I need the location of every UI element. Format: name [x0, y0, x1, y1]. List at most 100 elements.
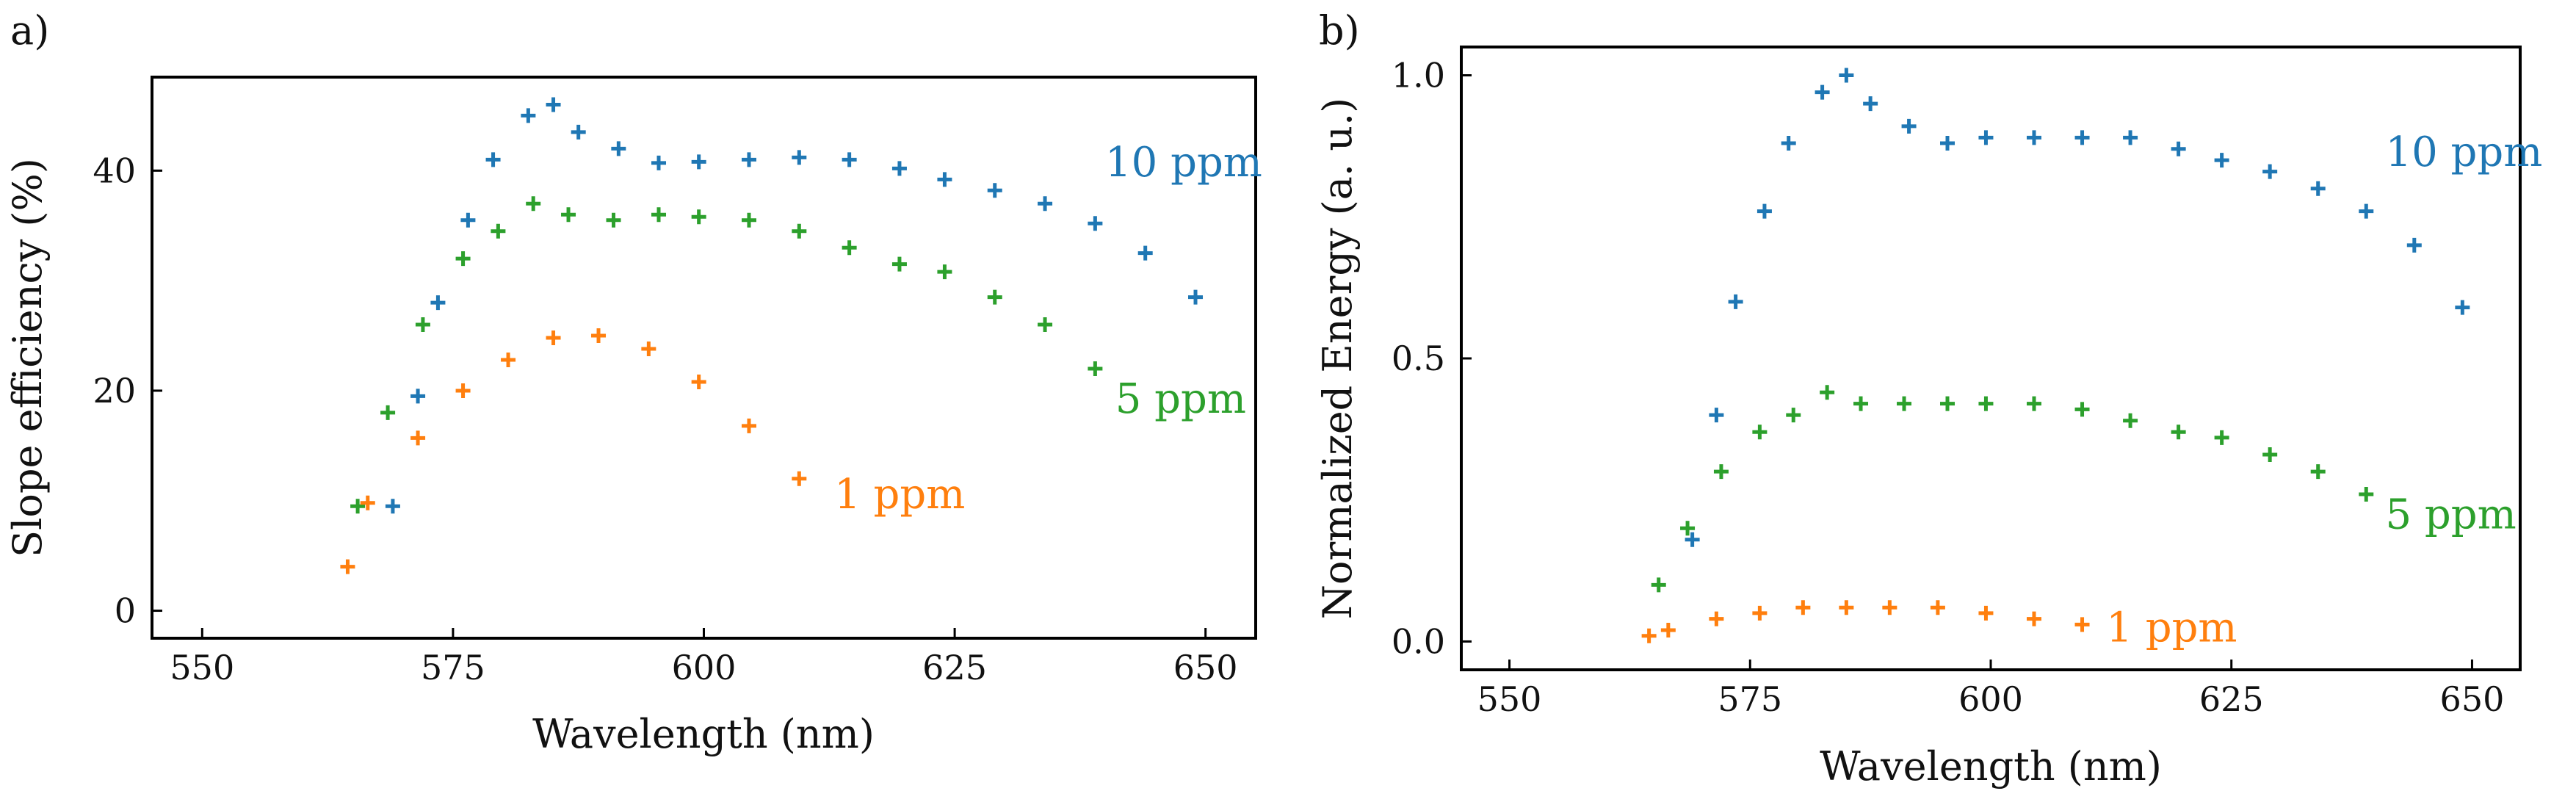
- panel-a-10-ppm-point: [1188, 289, 1204, 305]
- panel-a-5-ppm-point: [842, 240, 857, 256]
- panel-a-5-ppm-point: [415, 317, 430, 333]
- panel-b-5-ppm-point: [1820, 385, 1835, 400]
- panel-a-x-axis-label: Wavelength (nm): [532, 711, 875, 757]
- panel-a-1-ppm-point: [360, 495, 375, 510]
- panel-a-x-ticks: 550 575 600 625 650: [170, 628, 1238, 687]
- panel-b-10-ppm-point: [2214, 153, 2229, 168]
- panel-a-10-ppm-point: [521, 108, 536, 123]
- panel-a-y-axis-label: Slope efficiency (%): [4, 158, 51, 557]
- panel-b-1-ppm-point: [1795, 600, 1811, 615]
- panel-a-10-ppm-point: [792, 150, 807, 165]
- panel-a-10-ppm-point: [385, 499, 400, 514]
- panel-a-series-label-1-ppm: 1 ppm: [834, 471, 965, 519]
- panel-b-10-ppm-point: [2359, 203, 2374, 219]
- panel-b-1-ppm-point: [1930, 600, 1945, 615]
- panel-a-y-tick-label-20: 20: [93, 371, 136, 411]
- panel-b-1-ppm-point: [1882, 600, 1897, 615]
- panel-a-5-ppm-point: [526, 196, 541, 212]
- panel-a-label: a): [10, 7, 49, 54]
- panel-a-1-ppm-point: [792, 471, 807, 486]
- panel-b-5-ppm-point: [2359, 487, 2374, 502]
- panel-b-10-ppm-point: [2455, 300, 2470, 315]
- panel-a-10-ppm-point: [410, 389, 426, 404]
- panel-a-5-ppm-point: [987, 289, 1002, 305]
- panel-a-x-tick-label-600: 600: [672, 648, 737, 687]
- panel-a-10-ppm-point: [1088, 216, 1103, 231]
- panel-a-x-tick-label-550: 550: [170, 648, 234, 687]
- panel-a-10-ppm-point: [691, 154, 706, 170]
- panel-a-series-labels: 10 ppm 5 ppm 1 ppm: [834, 139, 1262, 519]
- panel-b-10-ppm-point: [1839, 68, 1854, 83]
- panel-b-label: b): [1319, 7, 1360, 54]
- panel-b-10-ppm-point: [1815, 84, 1830, 100]
- panel-b-x-tick-label-575: 575: [1718, 679, 1782, 719]
- panel-a-5-ppm-point: [937, 264, 952, 280]
- panel-b-series-label-5-ppm: 5 ppm: [2385, 491, 2516, 538]
- panel-a-1-ppm-point: [501, 352, 516, 367]
- panel-b-1-ppm-point: [2026, 611, 2041, 626]
- panel-a-x-tick-label-625: 625: [922, 648, 987, 687]
- panel-b-y-tick-label-1: 1.0: [1392, 56, 1445, 95]
- panel-b-1-ppm-point: [1660, 623, 1676, 638]
- panel-a-10-ppm-point: [651, 155, 667, 170]
- panel-b-10-ppm-point: [2406, 237, 2422, 253]
- panel-a-5-ppm-point: [350, 499, 366, 514]
- panel-b-10-ppm-point: [1978, 130, 1994, 145]
- panel-a-5-ppm-point: [1038, 317, 1053, 333]
- panel-a-1-ppm-point: [691, 374, 706, 389]
- panel-a-10-ppm-point: [571, 124, 586, 140]
- panel-b-5-ppm-point: [1680, 521, 1696, 536]
- panel-a-5-ppm-point: [691, 209, 706, 225]
- panel-b-10-ppm-point: [1709, 408, 1724, 423]
- panel-b-1-ppm-point: [1839, 600, 1854, 615]
- panel-a-series-label-10-ppm: 10 ppm: [1105, 139, 1262, 187]
- panel-a-5-ppm-point: [561, 207, 576, 223]
- panel-b-5-ppm-point: [2214, 430, 2229, 445]
- panel-b-series-label-1-ppm: 1 ppm: [2106, 604, 2237, 651]
- panel-b-5-ppm-point: [1752, 425, 1768, 440]
- panel-a-1-ppm-point: [591, 328, 607, 344]
- panel-a-10-ppm-point: [611, 141, 626, 156]
- panel-b-10-ppm-point: [2171, 141, 2186, 156]
- panel-b-10-ppm-point: [1728, 294, 1743, 309]
- panel-b-5-ppm-point: [1853, 396, 1869, 411]
- panel-b-markers: [1641, 68, 2470, 643]
- panel-b-10-ppm-point: [1756, 203, 1772, 219]
- panel-b-10-ppm-point: [2026, 130, 2041, 145]
- panel-a-5-ppm-point: [606, 212, 621, 228]
- panel-a-10-ppm-point: [546, 97, 561, 112]
- panel-b-10-ppm-point: [2262, 164, 2278, 179]
- panel-a-1-ppm-point: [340, 559, 355, 574]
- panel-a: a) 550 575 600 625 650 0 20 40 10 ppm 5 ppm 1 pp…: [4, 7, 1262, 757]
- panel-a-5-ppm-point: [380, 405, 396, 420]
- panel-b-5-ppm-point: [2262, 447, 2278, 463]
- panel-a-1-ppm-point: [546, 330, 561, 346]
- panel-a-5-ppm-point: [455, 251, 471, 267]
- panel-a-10-ppm-point: [741, 152, 756, 167]
- panel-b-10-ppm-point: [1685, 532, 1700, 547]
- panel-b: b) 550 575 600 625 650 0.0 0.5 1.0 10 ppm 5 ppm…: [1314, 7, 2542, 790]
- panel-b-1-ppm-point: [1641, 628, 1657, 643]
- panel-a-10-ppm-point: [842, 152, 857, 167]
- panel-a-5-ppm-point: [651, 207, 667, 223]
- panel-b-x-tick-label-650: 650: [2440, 679, 2505, 719]
- panel-b-5-ppm-point: [2310, 464, 2326, 480]
- panel-a-5-ppm-point: [792, 223, 807, 239]
- panel-a-series-label-5-ppm: 5 ppm: [1115, 375, 1246, 423]
- panel-b-5-ppm-point: [1651, 577, 1666, 593]
- panel-a-x-tick-label-575: 575: [421, 648, 485, 687]
- panel-b-10-ppm-point: [2074, 130, 2090, 145]
- panel-a-10-ppm-point: [485, 152, 501, 167]
- panel-a-1-ppm-point: [410, 430, 426, 446]
- panel-a-10-ppm-point: [891, 161, 907, 176]
- panel-a-5-ppm-point: [491, 223, 506, 239]
- panel-b-series-label-10-ppm: 10 ppm: [2385, 129, 2542, 176]
- panel-b-5-ppm-point: [2026, 396, 2041, 411]
- panel-b-10-ppm-point: [1781, 136, 1796, 151]
- panel-b-x-tick-label-600: 600: [1958, 679, 2023, 719]
- panel-b-10-ppm-point: [1863, 96, 1878, 112]
- panel-b-y-ticks: 0.0 0.5 1.0: [1392, 56, 1472, 661]
- panel-b-5-ppm-point: [1940, 396, 1955, 411]
- panel-b-1-ppm-point: [1978, 605, 1994, 621]
- panel-b-5-ppm-point: [1713, 464, 1729, 480]
